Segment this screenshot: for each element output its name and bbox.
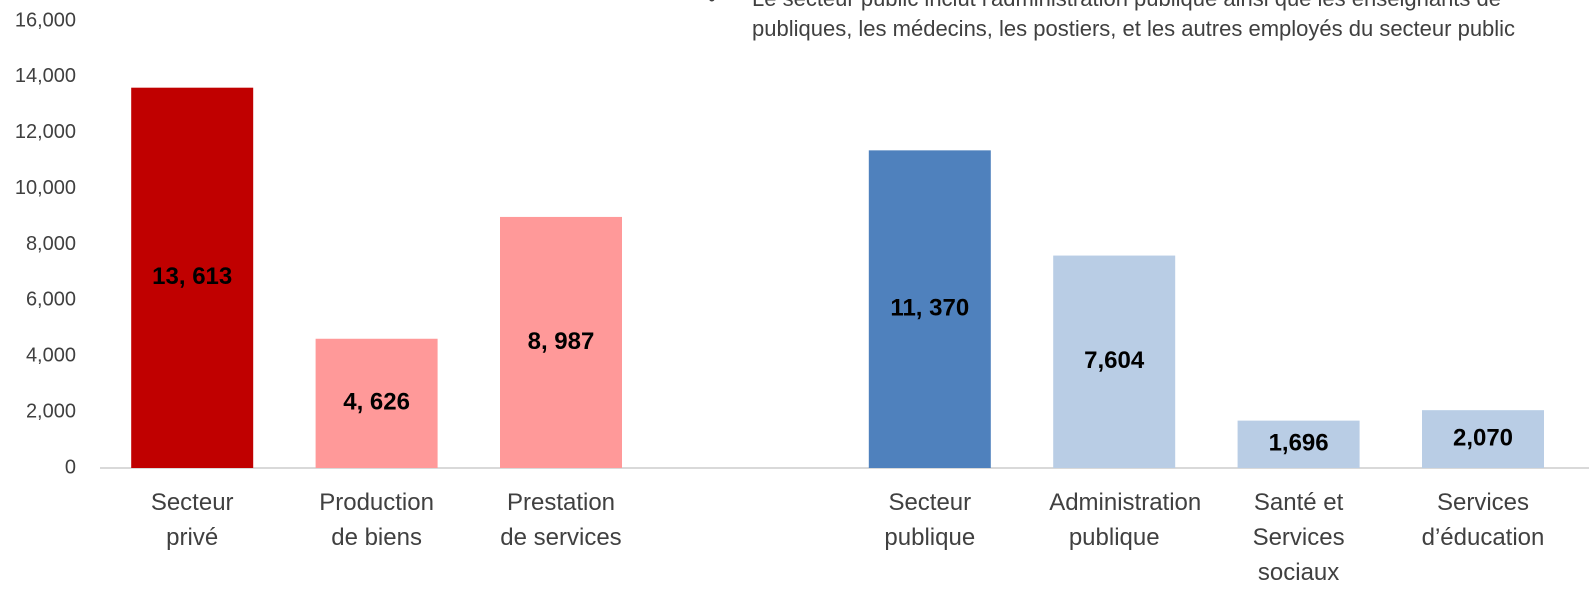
bar: [500, 216, 622, 468]
data-label: 13, 613: [152, 263, 232, 290]
bar: [315, 338, 438, 468]
y-tick-label: 0: [65, 456, 76, 478]
bar: [1237, 420, 1360, 468]
x-tick-label: Administration publique: [1049, 489, 1202, 551]
bullet: •: [708, 0, 716, 11]
y-tick-label: 2,000: [26, 400, 76, 422]
y-tick-label: 8,000: [26, 233, 76, 255]
x-tick-label: Santé et Services sociaux: [1252, 489, 1345, 586]
annotation: Le secteur public inclut l'administratio…: [752, 0, 1501, 11]
x-tick-label: Services d’éducation: [1421, 489, 1545, 551]
annotation: publiques, les médecins, les postiers, e…: [752, 16, 1515, 41]
y-tick-label: 14,000: [15, 65, 76, 87]
x-tick-label: Prestation de services: [500, 489, 622, 551]
x-tick-label: Production de biens: [319, 489, 434, 551]
y-tick-label: 16,000: [15, 9, 76, 31]
y-tick-label: 10,000: [15, 177, 76, 199]
data-label: 4, 626: [343, 389, 410, 416]
bar: [1422, 410, 1544, 468]
x-tick-label: Secteur publique: [884, 489, 976, 551]
data-label: 11, 370: [890, 295, 969, 322]
bar: [868, 150, 991, 468]
data-label: 8, 987: [528, 328, 595, 355]
bar: [131, 87, 254, 468]
y-tick-label: 12,000: [15, 121, 76, 143]
y-tick-label: 4,000: [26, 345, 76, 367]
bar: [1053, 255, 1176, 468]
y-tick-label: 6,000: [26, 289, 76, 311]
data-label: 2,070: [1453, 424, 1513, 451]
x-tick-label: Secteur privé: [150, 489, 234, 551]
data-label: 7,604: [1084, 347, 1145, 374]
data-label: 1,696: [1269, 430, 1329, 457]
